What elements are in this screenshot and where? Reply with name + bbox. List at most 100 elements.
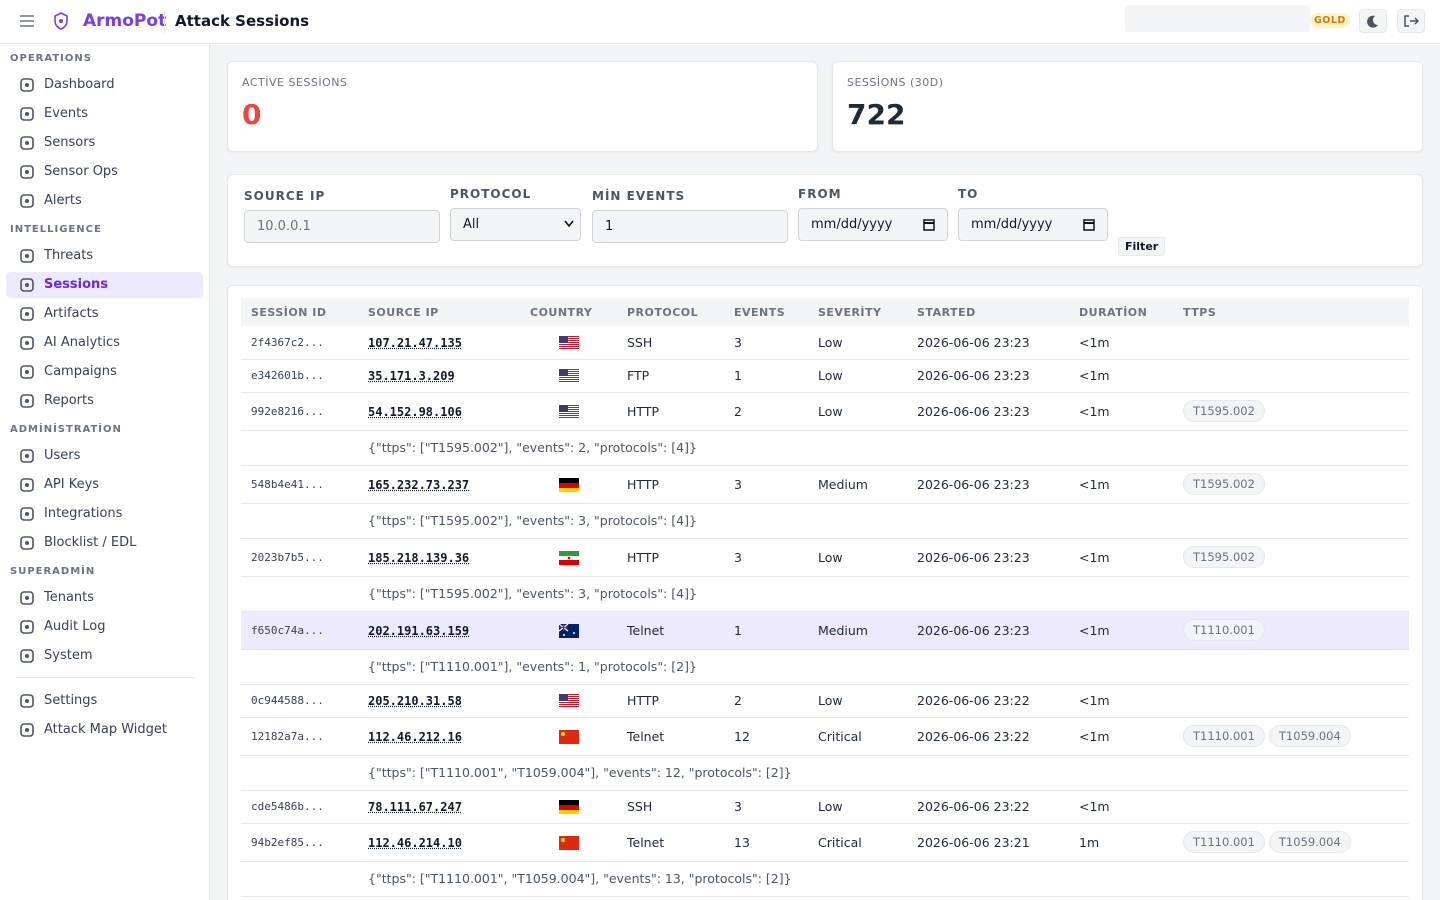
search-box[interactable]	[1125, 5, 1310, 32]
nav-item[interactable]: Dashboard	[6, 72, 203, 98]
protocol: HTTP	[617, 392, 724, 430]
nav-item[interactable]: Integrations	[6, 501, 203, 527]
nav-item[interactable]: Campaigns	[6, 359, 203, 385]
nav-item[interactable]: Threats	[6, 243, 203, 269]
source-ip[interactable]: 107.21.47.135	[368, 336, 462, 350]
country-flag	[520, 538, 617, 576]
ttps: T1595.002	[1173, 465, 1409, 503]
country-flag	[520, 790, 617, 823]
nav-item[interactable]: Attack Map Widget	[6, 717, 203, 743]
source-ip[interactable]: 205.210.31.58	[368, 694, 462, 708]
detail-json: {"ttps": ["T1110.001", "T1059.004"], "ev…	[358, 861, 1409, 896]
severity: Low	[808, 790, 907, 823]
events: 1	[724, 359, 808, 392]
nav-item[interactable]: AI Analytics	[6, 330, 203, 356]
session-row[interactable]: e342601b... 35.171.3.209 FTP 1 Low 2026-06-06…	[241, 359, 1409, 392]
session-row[interactable]: 12182a7a... 112.46.212.16 Telnet 12 Critical…	[241, 717, 1409, 755]
filter-input[interactable]: mm/dd/yyyy	[958, 208, 1108, 241]
duration: <1m	[1069, 684, 1173, 717]
nav-item[interactable]: Reports	[6, 388, 203, 414]
severity: Critical	[808, 823, 907, 861]
ttps: T1110.001 T1059.004	[1173, 717, 1409, 755]
country-flag	[520, 392, 617, 430]
nav-item[interactable]: Users	[6, 443, 203, 469]
events: 13	[724, 823, 808, 861]
filter-input[interactable]: 1	[592, 210, 788, 243]
session-row[interactable]: 2f4367c2... 107.21.47.135 SSH 3 Low 2026-06-0…	[241, 326, 1409, 359]
duration: <1m	[1069, 717, 1173, 755]
source-ip[interactable]: 78.111.67.247	[368, 800, 462, 814]
cell	[241, 861, 358, 896]
source-ip[interactable]: 35.171.3.209	[368, 369, 455, 383]
severity: Medium	[808, 611, 907, 649]
ttp-tag: T1595.002	[1183, 546, 1265, 568]
started: 2026-06-06 23:23	[907, 611, 1069, 649]
nav-item[interactable]: System	[6, 643, 203, 669]
session-id: 548b4e41...	[241, 465, 358, 503]
brand[interactable]: ArmoPot	[83, 11, 166, 31]
ttps	[1173, 790, 1409, 823]
plan-badge: GOLD	[1310, 13, 1350, 28]
country-flag	[520, 465, 617, 503]
section-heading: ADMİNİSTRATİON	[10, 424, 122, 435]
source-ip[interactable]: 185.218.139.36	[368, 551, 469, 565]
theme-toggle[interactable]	[1359, 9, 1387, 33]
events: 3	[724, 465, 808, 503]
filter-input[interactable]: All	[450, 208, 581, 241]
ttps: T1110.001	[1173, 611, 1409, 649]
country-flag	[520, 359, 617, 392]
filter-input[interactable]: mm/dd/yyyy	[798, 208, 948, 241]
detail-row: {"ttps": ["T1110.001"], "events": 1, "pr…	[241, 649, 1409, 684]
started: 2026-06-06 23:23	[907, 392, 1069, 430]
nav-item[interactable]: Tenants	[6, 585, 203, 611]
protocol: SSH	[617, 326, 724, 359]
ttp-tag: T1059.004	[1269, 725, 1351, 747]
nav-item[interactable]: Settings	[6, 688, 203, 714]
source-ip[interactable]: 165.232.73.237	[368, 478, 469, 492]
source-ip[interactable]: 54.152.98.106	[368, 405, 462, 419]
session-row[interactable]: cde5486b... 78.111.67.247 SSH 3 Low 2026-06-0…	[241, 790, 1409, 823]
session-id: 94b2ef85...	[241, 823, 358, 861]
nav-item[interactable]: API Keys	[6, 472, 203, 498]
header-row: SESSİON ID SOURCE IP COUNTRY PROTOCOL EVENTS…	[241, 298, 1409, 326]
session-row[interactable]: f650c74a... 202.191.63.159 Telnet 1 Medium 20…	[241, 611, 1409, 649]
filter-label: PROTOCOL	[450, 187, 531, 201]
session-row[interactable]: 992e8216... 54.152.98.106 HTTP 2 Low 2026-06-…	[241, 392, 1409, 430]
nav-item[interactable]: Alerts	[6, 188, 203, 214]
section-heading: OPERATIONS	[10, 53, 92, 64]
detail-row: {"ttps": ["T1595.002"], "events": 2, "pr…	[241, 430, 1409, 465]
duration: <1m	[1069, 790, 1173, 823]
protocol: Telnet	[617, 717, 724, 755]
session-id: 0c944588...	[241, 684, 358, 717]
filter-button[interactable]: Filter	[1118, 237, 1165, 256]
nav-item[interactable]: Sessions	[6, 272, 203, 298]
session-row[interactable]: 94b2ef85... 112.46.214.10 Telnet 13 Critical…	[241, 823, 1409, 861]
detail-json: {"ttps": ["T1110.001", "T1059.004"], "ev…	[358, 755, 1409, 790]
nav-item[interactable]: Audit Log	[6, 614, 203, 640]
nav-item[interactable]: Artifacts	[6, 301, 203, 327]
detail-row: {"ttps": ["T1110.001", "T1059.004"], "ev…	[241, 861, 1409, 896]
session-row[interactable]: 0c944588... 205.210.31.58 HTTP 2 Low 2026-06-…	[241, 684, 1409, 717]
logout-button[interactable]	[1397, 9, 1425, 33]
menu-button[interactable]	[19, 14, 35, 28]
session-id: 12182a7a...	[241, 717, 358, 755]
cell: 202.191.63.159	[358, 611, 520, 649]
nav-item[interactable]: Sensors	[6, 130, 203, 156]
nav-item[interactable]: Sensor Ops	[6, 159, 203, 185]
nav-item[interactable]: Events	[6, 101, 203, 127]
filter-input[interactable]: 10.0.0.1	[244, 210, 440, 243]
session-row[interactable]: 548b4e41... 165.232.73.237 HTTP 3 Medium 2026…	[241, 465, 1409, 503]
duration: <1m	[1069, 359, 1173, 392]
source-ip[interactable]: 112.46.212.16	[368, 730, 462, 744]
cell: 54.152.98.106	[358, 392, 520, 430]
started: 2026-06-06 23:23	[907, 359, 1069, 392]
severity: Low	[808, 326, 907, 359]
cell: 165.232.73.237	[358, 465, 520, 503]
source-ip[interactable]: 202.191.63.159	[368, 624, 469, 638]
session-row[interactable]: 2023b7b5... 185.218.139.36 HTTP 3 Low 2026-06…	[241, 538, 1409, 576]
protocol: Telnet	[617, 823, 724, 861]
nav-item[interactable]: Blocklist / EDL	[6, 530, 203, 556]
source-ip[interactable]: 112.46.214.10	[368, 836, 462, 850]
column-header: SOURCE IP	[358, 298, 520, 326]
